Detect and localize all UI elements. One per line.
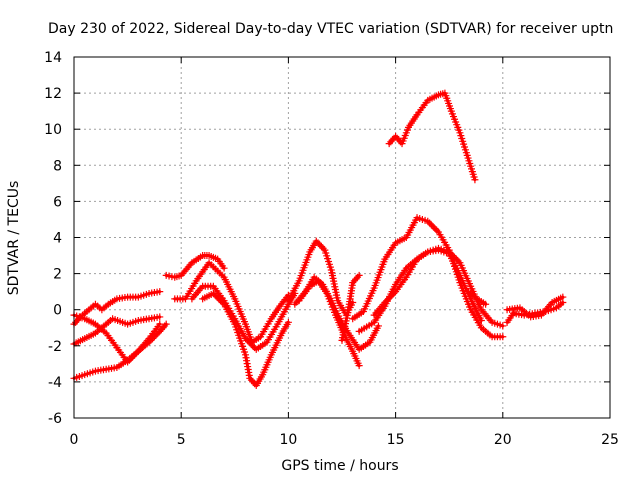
x-tick-label: 0 [70,432,79,448]
data-point [284,318,292,326]
data-series-s13 [349,214,507,341]
y-tick-label: 10 [44,122,62,138]
data-point [499,322,507,330]
y-tick-label: 6 [53,194,62,210]
data-point [156,288,164,296]
data-point [355,271,363,279]
data-point [162,320,170,328]
data-point [355,362,363,370]
data-point [374,322,382,330]
data-point [499,333,507,341]
data-series-s15 [370,244,507,330]
y-tick-label: 14 [44,50,62,66]
y-tick-label: -6 [48,411,62,427]
y-tick-label: -2 [48,339,62,355]
data-point [471,176,479,184]
data-series-s8 [199,289,292,390]
data-series-s16 [464,288,490,308]
data-series-s2 [70,313,164,348]
y-tick-label: 0 [53,303,62,319]
series-layer [70,89,567,390]
chart-title: Day 230 of 2022, Sidereal Day-to-day VTE… [48,21,613,37]
x-tick-label: 25 [601,432,619,448]
y-axis-title: SDTVAR / TECUs [6,181,22,296]
data-series-s10 [291,273,382,353]
series-line [173,261,290,344]
x-tick-label: 10 [279,432,297,448]
y-tick-label: 12 [44,86,62,102]
y-tick-label: 8 [53,158,62,174]
y-tick-label: 2 [53,267,62,283]
x-tick-label: 5 [177,432,186,448]
data-series-s3 [70,288,164,328]
x-tick-label: 20 [494,432,512,448]
data-point [220,264,228,272]
data-series-s7 [188,282,299,353]
data-point [559,293,567,301]
data-point [156,320,164,328]
data-point [156,313,164,321]
y-tick-label: -4 [48,375,62,391]
grid [74,57,610,418]
y-tick-label: 4 [53,231,62,247]
data-series-s12 [338,271,363,344]
data-series-s6 [171,259,292,346]
data-point [477,317,485,325]
data-series-s19 [385,89,479,184]
data-series-s18 [503,293,567,321]
axes: 0 5 10 15 20 25 -6 -4 -2 0 2 4 6 8 10 12 14 [44,50,619,448]
data-point [482,300,490,308]
data-series-s5 [162,252,228,281]
x-axis-title: GPS time / hours [281,458,398,474]
data-series-s9 [284,237,357,319]
x-tick-label: 15 [387,432,405,448]
